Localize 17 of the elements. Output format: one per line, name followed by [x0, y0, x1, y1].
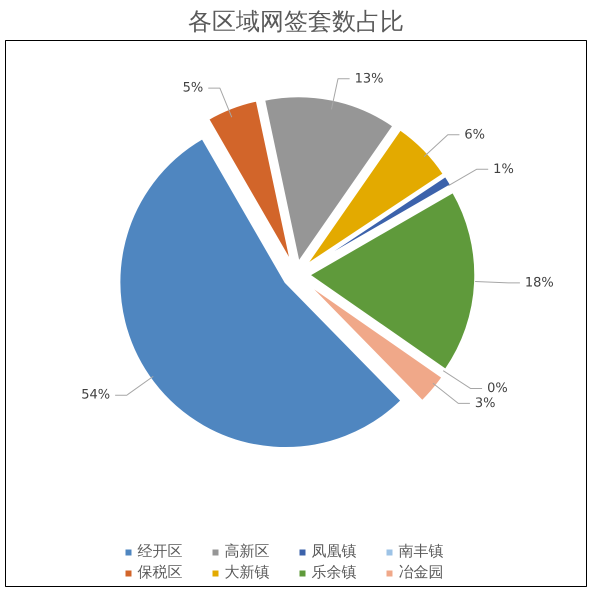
- legend-label: 保税区: [138, 563, 184, 582]
- data-label: 54%: [81, 388, 110, 403]
- data-label: 1%: [493, 162, 514, 177]
- legend-label: 凤凰镇: [312, 542, 358, 561]
- legend-label: 高新区: [224, 542, 270, 561]
- legend-label: 乐余镇: [312, 563, 358, 582]
- legend-label: 经开区: [138, 542, 184, 561]
- legend-label: 南丰镇: [398, 542, 444, 561]
- chart-title: 各区域网签套数占比: [188, 8, 404, 36]
- data-label: 5%: [182, 80, 204, 96]
- legend-label: 大新镇: [224, 563, 270, 582]
- data-label: 18%: [524, 275, 554, 290]
- legend-label: 冶金园: [398, 563, 444, 582]
- data-label: 3%: [474, 396, 496, 411]
- data-label: 13%: [354, 71, 384, 86]
- text: 0%: [487, 380, 508, 396]
- data-label: 6%: [464, 127, 486, 142]
